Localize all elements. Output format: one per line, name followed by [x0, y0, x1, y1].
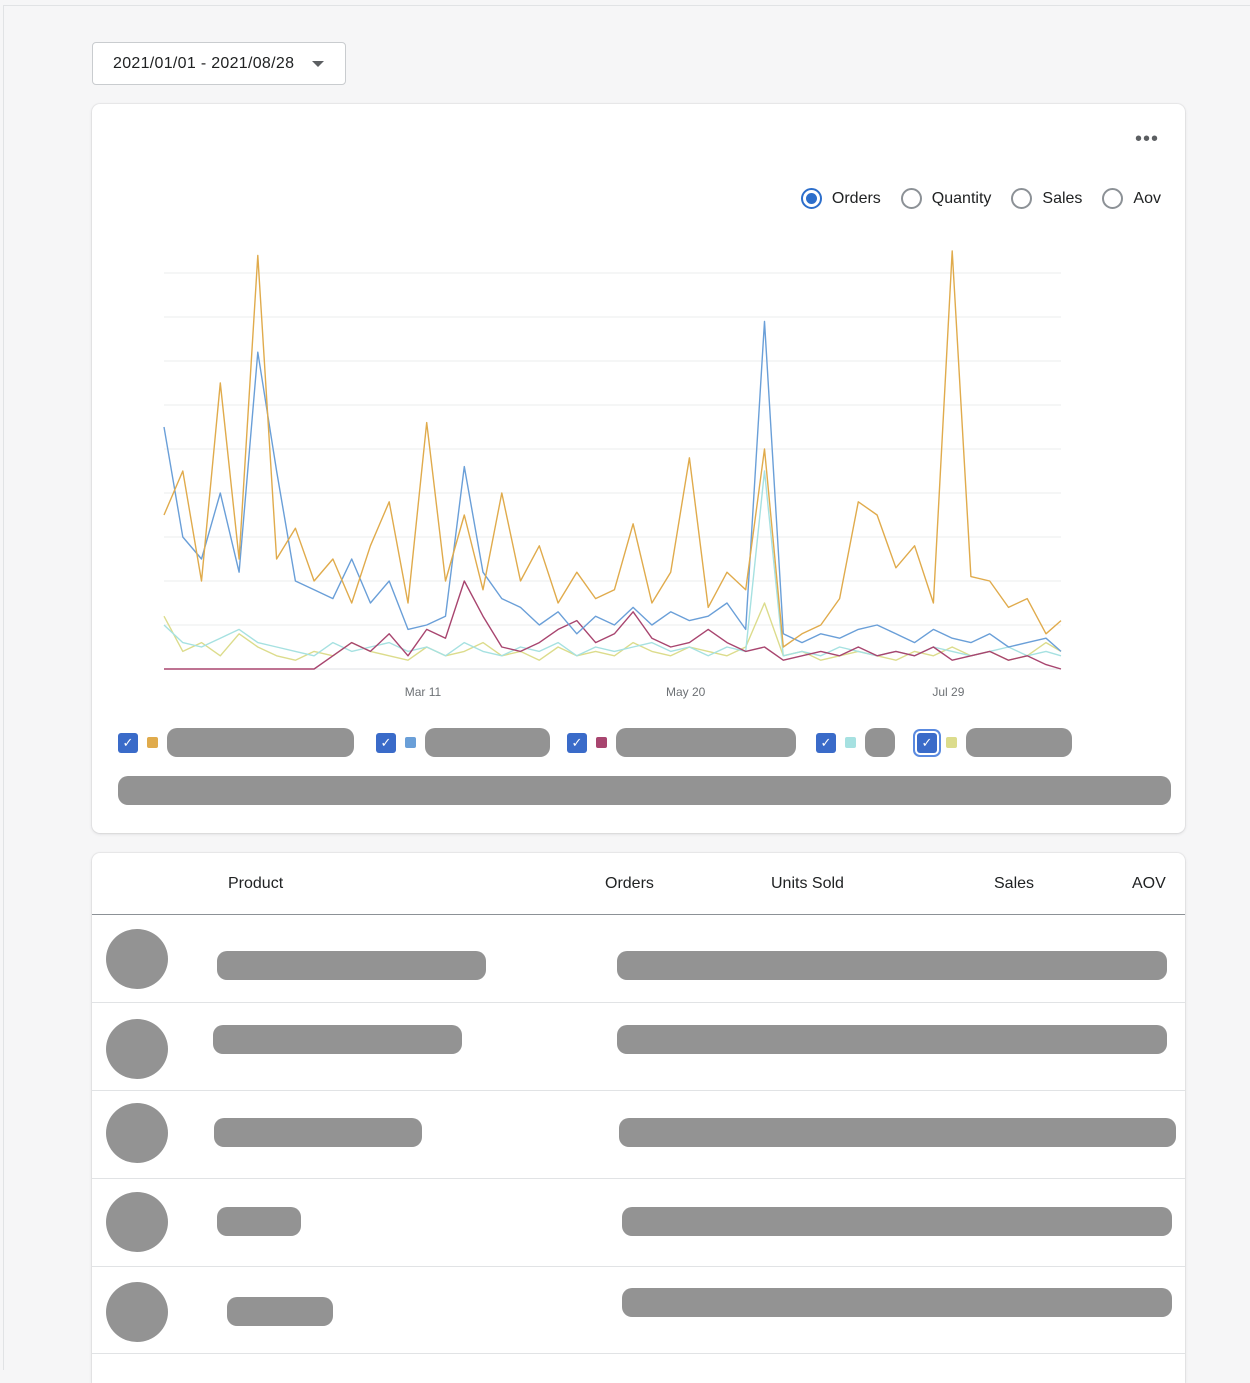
series-line — [163, 470, 1062, 657]
x-tick-label: Mar 11 — [405, 685, 442, 699]
series-color-swatch — [596, 737, 607, 748]
table-row[interactable] — [92, 1091, 1185, 1179]
chart-grid — [164, 272, 1061, 670]
series-checkbox[interactable]: ✓ — [567, 732, 587, 753]
series-checkbox[interactable]: ✓ — [118, 732, 138, 753]
radio-circle-icon[interactable] — [1102, 188, 1124, 209]
product-name-placeholder — [217, 1207, 301, 1236]
radio-circle-icon[interactable] — [800, 188, 822, 209]
chart-card: ••• Orders Quantity Sales Aov Mar 11 May… — [92, 104, 1185, 833]
series-line — [164, 580, 1062, 670]
column-header-product[interactable]: Product — [228, 875, 284, 892]
series-color-swatch — [405, 737, 416, 748]
metrics-placeholder — [622, 1288, 1172, 1317]
chevron-down-icon — [312, 60, 325, 67]
radio-label: Sales — [1042, 189, 1083, 207]
metrics-placeholder — [617, 951, 1167, 980]
date-range-picker[interactable]: 2021/01/01 - 2021/08/28 — [92, 42, 346, 85]
metrics-placeholder — [617, 1025, 1167, 1054]
x-axis: Mar 11 May 20 Jul 29 — [405, 685, 965, 699]
radio-label: Quantity — [931, 189, 992, 207]
column-header-units-sold[interactable]: Units Sold — [771, 875, 844, 892]
series-label-placeholder — [616, 728, 796, 757]
column-header-orders[interactable]: Orders — [605, 875, 654, 892]
series-label-placeholder — [966, 728, 1072, 757]
series-line — [163, 250, 1062, 648]
products-table: Product Orders Units Sold Sales AOV — [92, 853, 1185, 1383]
table-header: Product Orders Units Sold Sales AOV — [92, 853, 1185, 915]
series-line — [163, 320, 1062, 652]
product-name-placeholder — [214, 1118, 422, 1147]
date-range-label: 2021/01/01 - 2021/08/28 — [113, 54, 295, 72]
chart-lines — [163, 250, 1062, 670]
metric-radio-group: Orders Quantity Sales Aov — [800, 188, 1161, 209]
radio-aov[interactable]: Aov — [1102, 188, 1161, 209]
product-name-placeholder — [213, 1025, 462, 1054]
radio-label: Orders — [831, 189, 881, 207]
page-frame — [3, 5, 1250, 1370]
metrics-placeholder — [622, 1207, 1172, 1236]
series-checkbox[interactable]: ✓ — [816, 732, 836, 753]
product-image-placeholder — [106, 1282, 168, 1342]
series-label-placeholder — [167, 728, 354, 757]
radio-orders[interactable]: Orders — [800, 188, 881, 209]
column-header-aov[interactable]: AOV — [1132, 875, 1166, 892]
x-tick-label: May 20 — [666, 685, 706, 699]
radio-label: Aov — [1133, 189, 1161, 207]
radio-circle-icon[interactable] — [1011, 188, 1033, 209]
product-image-placeholder — [106, 1192, 168, 1252]
table-row[interactable] — [92, 915, 1185, 1003]
more-actions-icon[interactable]: ••• — [1134, 128, 1159, 150]
radio-circle-icon[interactable] — [900, 188, 922, 209]
table-row[interactable] — [92, 1266, 1185, 1354]
summary-placeholder — [118, 776, 1171, 805]
line-chart: Mar 11 May 20 Jul 29 — [163, 250, 1062, 699]
series-color-swatch — [845, 737, 856, 748]
product-name-placeholder — [217, 951, 486, 980]
radio-sales[interactable]: Sales — [1011, 188, 1082, 209]
product-image-placeholder — [106, 929, 168, 989]
series-label-placeholder — [425, 728, 550, 757]
series-color-swatch — [147, 737, 158, 748]
table-row[interactable] — [92, 1179, 1185, 1267]
chart-legend: ✓ ✓ ✓ ✓ ✓ — [118, 728, 1072, 757]
product-name-placeholder — [227, 1297, 333, 1326]
series-label-placeholder — [865, 728, 895, 757]
column-header-sales[interactable]: Sales — [994, 875, 1035, 892]
product-image-placeholder — [106, 1103, 168, 1163]
metrics-placeholder — [619, 1118, 1176, 1147]
radio-quantity[interactable]: Quantity — [900, 188, 992, 209]
table-row[interactable] — [92, 1003, 1185, 1091]
series-checkbox[interactable]: ✓ — [917, 732, 937, 753]
series-line — [163, 602, 1062, 661]
series-color-swatch — [946, 737, 957, 748]
x-tick-label: Jul 29 — [932, 685, 964, 699]
product-image-placeholder — [106, 1019, 168, 1079]
series-checkbox[interactable]: ✓ — [376, 732, 396, 753]
